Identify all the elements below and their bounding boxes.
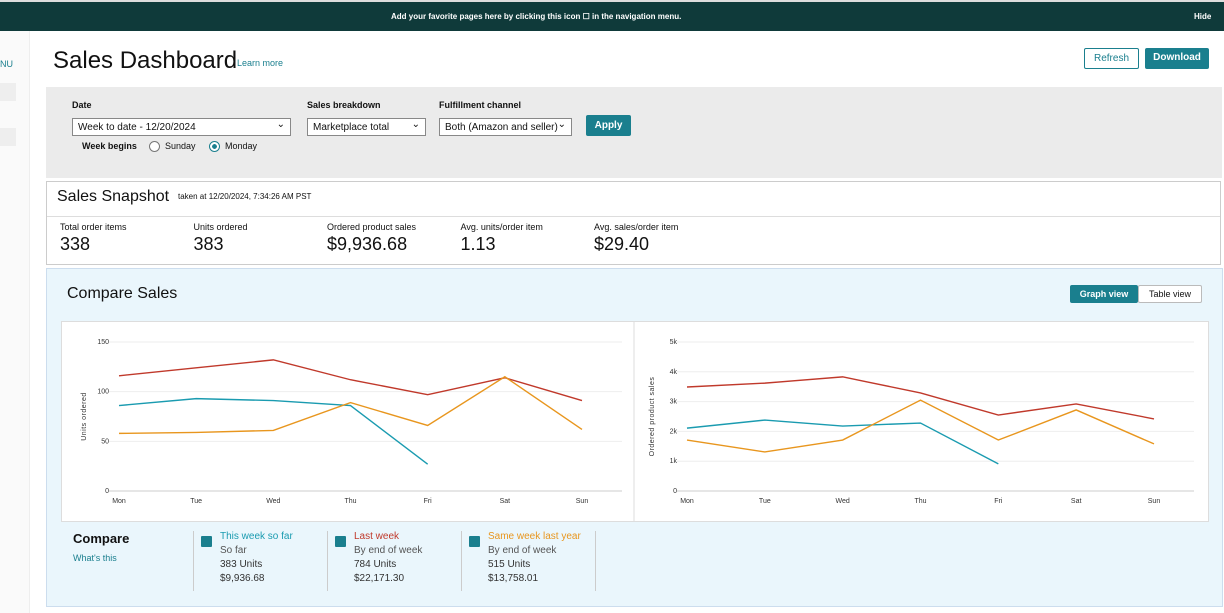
- banner-text: Add your favorite pages here by clicking…: [391, 12, 682, 21]
- refresh[interactable]: Refresh: [1084, 48, 1139, 69]
- x-tick-label: Tue: [759, 498, 771, 505]
- label: Fulfillment channel: [439, 100, 522, 110]
- series-line: [686, 419, 999, 465]
- y-axis-label: Units ordered: [81, 392, 88, 441]
- metric-value: $29.40: [594, 234, 650, 254]
- snapshot-title: Sales Snapshot: [57, 188, 170, 205]
- download[interactable]: Download: [1145, 48, 1209, 69]
- checkbox[interactable]: [335, 536, 346, 547]
- detail: 383 Units: [220, 559, 263, 570]
- metric-value: 338: [60, 234, 91, 254]
- radio[interactable]: [149, 141, 160, 152]
- label: Date: [72, 100, 92, 110]
- detail: So far: [220, 545, 247, 556]
- detail: $13,758.01: [488, 573, 539, 584]
- detail: 784 Units: [354, 559, 397, 570]
- x-tick-label: Wed: [266, 498, 280, 505]
- hide[interactable]: Hide: [1194, 12, 1212, 21]
- date-select[interactable]: Week to date - 12/20/2024: [72, 116, 291, 136]
- x-tick-label: Thu: [344, 498, 356, 505]
- series-name: Last week: [354, 531, 400, 542]
- y-axis-label: Ordered product sales: [649, 377, 656, 457]
- table-view[interactable]: Table view: [1138, 285, 1202, 303]
- y-tick-label: 150: [97, 339, 109, 346]
- detail: By end of week: [488, 545, 557, 556]
- series-line: [118, 397, 429, 465]
- series-line: [118, 375, 583, 435]
- separator: [193, 531, 194, 591]
- x-tick-label: Thu: [914, 498, 926, 505]
- x-tick-label: Fri: [994, 498, 1003, 505]
- separator: [595, 531, 596, 591]
- checkbox[interactable]: [201, 536, 212, 547]
- x-tick-label: Tue: [190, 498, 202, 505]
- nav: NU: [0, 31, 30, 613]
- x-tick-label: Mon: [112, 498, 126, 505]
- metric-value: 383: [193, 234, 224, 254]
- label: Sales breakdown: [307, 100, 381, 110]
- checkbox[interactable]: [469, 536, 480, 547]
- y-tick-label: 0: [673, 488, 677, 495]
- y-tick-label: 1k: [670, 458, 678, 465]
- label: Sunday: [165, 141, 196, 151]
- series-name: Same week last year: [488, 531, 581, 542]
- series-line: [118, 359, 583, 402]
- label: Monday: [225, 141, 258, 151]
- banner: Add your favorite pages here by clicking…: [0, 0, 1224, 31]
- detail: $9,936.68: [220, 573, 265, 584]
- detail: 515 Units: [488, 559, 531, 570]
- metric-label: Units ordered: [193, 222, 248, 232]
- breakdown-select[interactable]: Marketplace total: [307, 116, 426, 136]
- whats-this[interactable]: What's this: [73, 553, 117, 563]
- metric-value: 1.13: [460, 234, 496, 254]
- metric-label: Total order items: [60, 222, 127, 232]
- legend-title: Compare: [73, 531, 130, 546]
- nav-item: [0, 128, 16, 146]
- metric-label: Avg. sales/order item: [594, 222, 679, 232]
- divider: [47, 216, 1220, 217]
- x-tick-label: Fri: [424, 498, 433, 505]
- x-tick-label: Sun: [576, 498, 589, 505]
- detail: $22,171.30: [354, 573, 405, 584]
- charts: 0 50 100 150 Mon Tue Wed Thu Fri Sat Sun Units orde…: [61, 321, 1209, 522]
- x-tick-label: Sat: [500, 498, 511, 505]
- y-tick-label: 3k: [670, 399, 678, 406]
- y-tick-label: 5k: [670, 339, 678, 346]
- compare-title: Compare Sales: [67, 285, 178, 302]
- x-tick-label: Wed: [836, 498, 850, 505]
- y-tick-label: 50: [101, 438, 109, 445]
- apply[interactable]: Apply: [586, 115, 631, 136]
- detail: By end of week: [354, 545, 423, 556]
- filters: Date Week to date - 12/20/2024 Week begi…: [46, 87, 1222, 178]
- x-tick-label: Sun: [1148, 498, 1161, 505]
- series-line: [686, 376, 1155, 420]
- taken: taken at 12/20/2024, 7:34:26 AM PST: [178, 192, 312, 201]
- y-tick-label: 0: [105, 488, 109, 495]
- metric-label: Avg. units/order item: [460, 222, 543, 232]
- series-name: This week so far: [220, 531, 293, 542]
- x-tick-label: Mon: [680, 498, 694, 505]
- snapshot: Sales Snapshot taken at 12/20/2024, 7:34…: [46, 181, 1221, 265]
- metric-label: Ordered product sales: [327, 222, 417, 232]
- menu[interactable]: NU: [0, 59, 13, 69]
- label: Week begins: [82, 141, 137, 151]
- nav-item: [0, 83, 16, 101]
- x-tick-label: Sat: [1071, 498, 1082, 505]
- y-tick-label: 2k: [670, 428, 678, 435]
- metric-value: $9,936.68: [327, 234, 408, 254]
- series-line: [686, 399, 1155, 453]
- separator: [461, 531, 462, 591]
- y-tick-label: 4k: [670, 369, 678, 376]
- graph-view[interactable]: Graph view: [1070, 285, 1138, 303]
- channel-select[interactable]: Both (Amazon and seller): [439, 116, 572, 136]
- radio[interactable]: [209, 141, 220, 152]
- title: Sales Dashboard: [53, 47, 238, 74]
- learn-more[interactable]: Learn more: [237, 58, 284, 68]
- separator: [327, 531, 328, 591]
- y-tick-label: 100: [97, 389, 109, 396]
